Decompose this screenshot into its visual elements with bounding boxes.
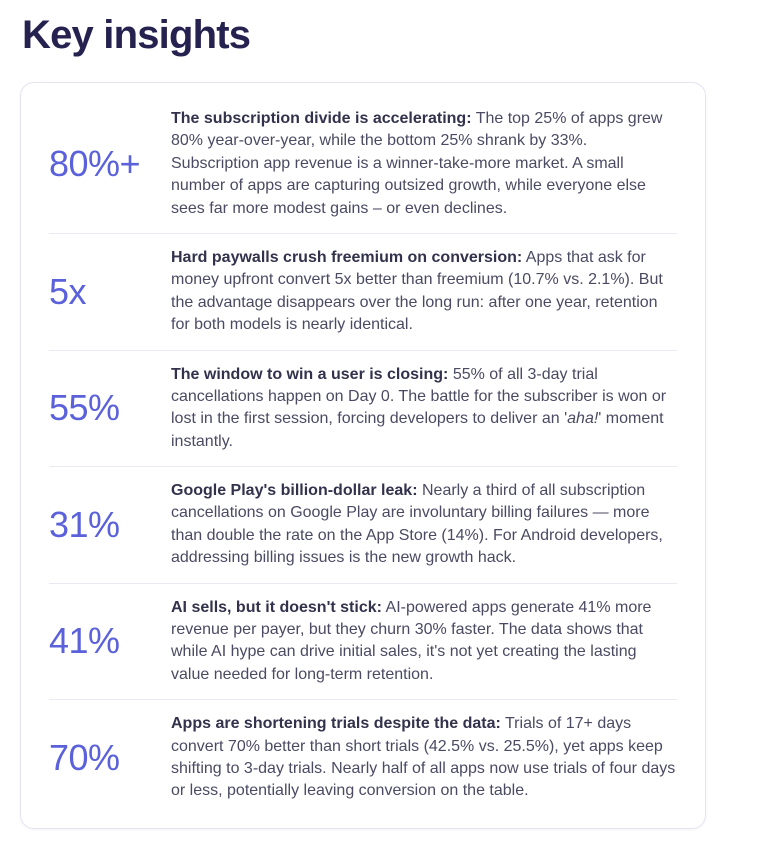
insight-row-google-play-leak: 31% Google Play's billion-dollar leak: N… xyxy=(49,466,677,583)
insight-stat: 80%+ xyxy=(49,142,141,184)
insight-stat: 41% xyxy=(49,620,120,662)
insight-row-subscription-divide: 80%+ The subscription divide is accelera… xyxy=(49,95,677,233)
insight-body: Nearly a third of all subscription cance… xyxy=(171,482,663,567)
insight-text: Hard paywalls crush freemium on conversi… xyxy=(171,247,677,337)
insight-text: The subscription divide is accelerating:… xyxy=(171,108,677,220)
insight-row-shortening-trials: 70% Apps are shortening trials despite t… xyxy=(49,699,677,816)
insight-stat: 55% xyxy=(49,387,120,429)
insight-stat: 5x xyxy=(49,270,87,312)
insight-body: AI-powered apps generate 41% more revenu… xyxy=(171,598,652,683)
insight-body: The top 25% of apps grew 80% year-over-y… xyxy=(171,110,663,217)
insight-title: The window to win a user is closing: xyxy=(171,365,449,383)
insight-text: AI sells, but it doesn't stick: AI-power… xyxy=(171,597,677,687)
insight-title: AI sells, but it doesn't stick: xyxy=(171,598,382,616)
insight-title: Google Play's billion-dollar leak: xyxy=(171,482,418,500)
insight-title: Apps are shortening trials despite the d… xyxy=(171,715,501,733)
insight-row-hard-paywalls: 5x Hard paywalls crush freemium on conve… xyxy=(49,232,677,350)
insight-body-italic: aha! xyxy=(567,410,599,428)
insight-body: Apps that ask for money upfront convert … xyxy=(171,248,663,334)
insight-stat: 31% xyxy=(49,503,120,545)
insight-body: ' moment instantly. xyxy=(171,410,664,450)
page-title: Key insights xyxy=(22,13,251,57)
insight-row-ai-sells: 41% AI sells, but it doesn't stick: AI-p… xyxy=(49,582,677,700)
insight-stat: 70% xyxy=(49,736,120,778)
insight-title: The subscription divide is accelerating: xyxy=(171,110,472,127)
insights-card: 80%+ The subscription divide is accelera… xyxy=(20,82,706,829)
insight-body: Trials of 17+ days convert 70% better th… xyxy=(171,715,676,800)
insight-text: Apps are shortening trials despite the d… xyxy=(171,713,677,803)
insight-text: The window to win a user is closing: 55%… xyxy=(171,364,677,454)
insight-body: 55% of all 3-day trial cancellations hap… xyxy=(171,365,667,428)
insight-text: Google Play's billion-dollar leak: Nearl… xyxy=(171,480,677,570)
insight-title: Hard paywalls crush freemium on conversi… xyxy=(171,248,523,266)
insight-row-window-closing: 55% The window to win a user is closing:… xyxy=(49,349,677,467)
